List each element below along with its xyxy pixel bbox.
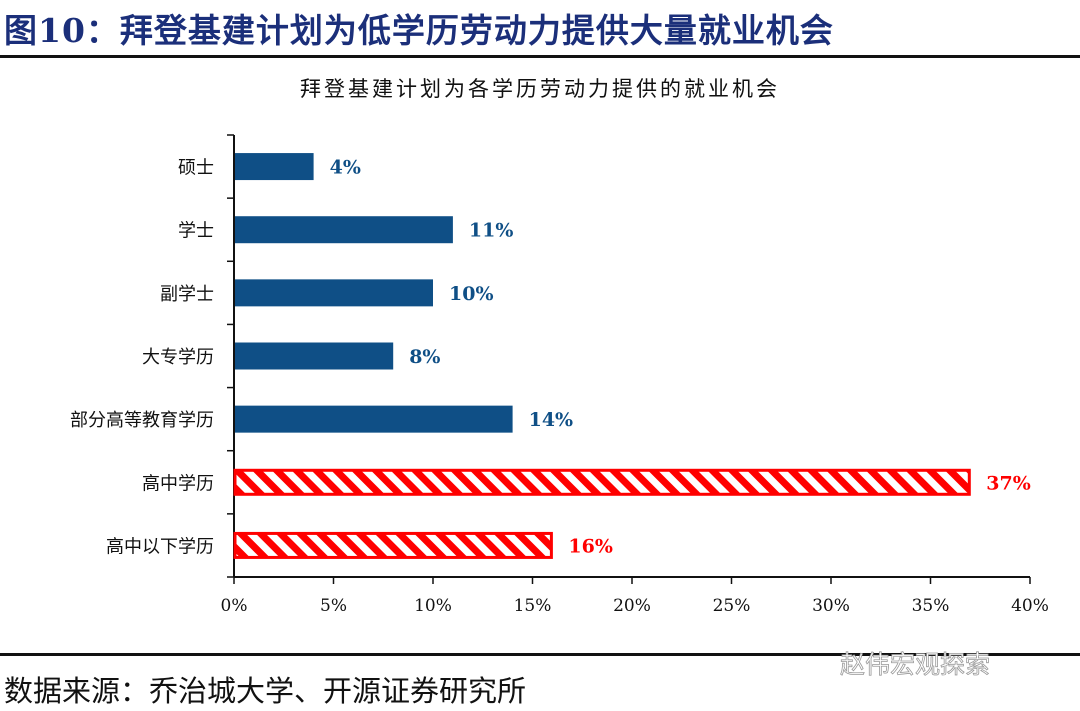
data-label: 37% (986, 472, 1031, 494)
y-category-label: 副学士 (160, 284, 214, 305)
x-tick-label: 0% (221, 596, 248, 616)
x-tick-label: 20% (613, 596, 651, 616)
source-note: 数据来源：乔治城大学、开源证券研究所 (4, 674, 527, 708)
bar (235, 153, 314, 181)
data-label: 16% (568, 535, 613, 557)
bottom-divider (0, 653, 1080, 656)
data-label: 14% (529, 409, 574, 431)
bar (235, 279, 433, 307)
x-tick-label: 40% (1011, 596, 1049, 616)
x-tick-label: 5% (320, 596, 347, 616)
watermark: 赵伟宏观探索 (840, 650, 991, 680)
bar (235, 216, 453, 244)
data-label: 10% (449, 283, 494, 305)
x-tick-label: 35% (912, 596, 950, 616)
bar (233, 468, 971, 496)
y-category-label: 部分高等教育学历 (70, 410, 214, 431)
bar (235, 405, 513, 433)
data-label: 11% (469, 220, 514, 242)
bar-chart: 拜登基建计划为各学历劳动力提供的就业机会 0% 5% 10% 15% 20% 25% 30%… (70, 77, 1049, 616)
y-category-label: 高中以下学历 (106, 536, 214, 557)
y-category-label: 大专学历 (142, 347, 214, 368)
y-category-label: 硕士 (178, 158, 214, 179)
figure-title: 图10：拜登基建计划为低学历劳动力提供大量就业机会 (4, 11, 834, 50)
chart-title: 拜登基建计划为各学历劳动力提供的就业机会 (300, 77, 780, 101)
x-tick-label: 25% (713, 596, 751, 616)
top-divider (0, 55, 1080, 58)
y-category-label: 学士 (178, 221, 214, 242)
y-category-label: 高中学历 (142, 473, 214, 494)
bar (235, 342, 394, 370)
x-tick-label: 15% (514, 596, 552, 616)
x-tick-label: 10% (414, 596, 452, 616)
bar (233, 531, 553, 559)
data-label: 4% (330, 157, 361, 179)
x-tick-label: 30% (812, 596, 850, 616)
data-label: 8% (409, 346, 440, 368)
